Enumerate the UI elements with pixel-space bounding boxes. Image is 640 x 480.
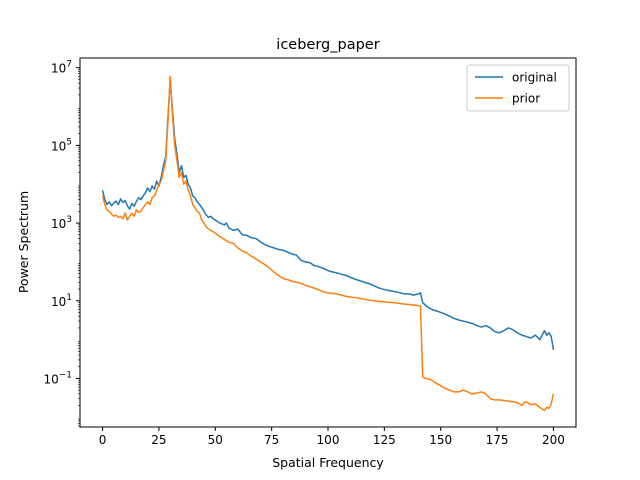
x-tick-label: 100 xyxy=(317,433,340,447)
series-line-prior xyxy=(101,75,555,412)
y-tick-label: 10−1 xyxy=(43,370,72,386)
x-tick-label: 200 xyxy=(542,433,565,447)
y-axis-label: Power Spectrum xyxy=(16,191,31,293)
x-tick-label: 150 xyxy=(429,433,452,447)
x-tick-label: 50 xyxy=(208,433,223,447)
x-axis: 0 25 50 75 100 125 150 175 200 xyxy=(99,427,565,447)
y-tick-label: 101 xyxy=(51,293,72,309)
legend: original prior xyxy=(466,64,570,112)
series-layer xyxy=(101,75,555,412)
y-tick-label: 105 xyxy=(51,137,72,153)
y-axis: 107 105 103 101 10−1 xyxy=(43,60,80,427)
x-axis-label: Spatial Frequency xyxy=(272,455,384,470)
chart-title: iceberg_paper xyxy=(276,37,379,53)
y-tick-label: 107 xyxy=(51,60,72,76)
legend-label-prior: prior xyxy=(512,92,540,106)
series-line-original xyxy=(101,78,555,350)
x-tick-label: 0 xyxy=(99,433,107,447)
x-tick-label: 75 xyxy=(264,433,279,447)
x-tick-label: 125 xyxy=(373,433,396,447)
legend-label-original: original xyxy=(512,71,557,85)
x-tick-label: 25 xyxy=(151,433,166,447)
y-tick-label: 103 xyxy=(51,215,72,231)
x-tick-label: 175 xyxy=(486,433,509,447)
